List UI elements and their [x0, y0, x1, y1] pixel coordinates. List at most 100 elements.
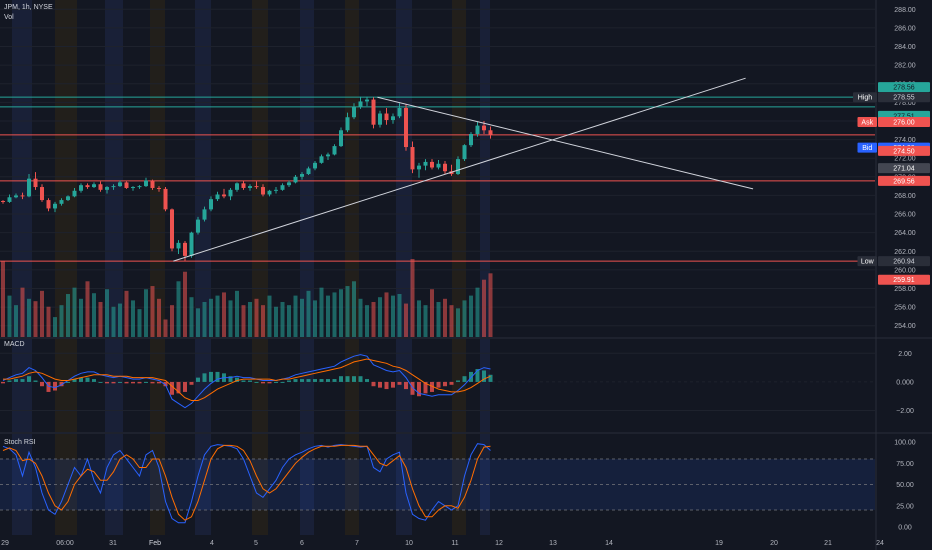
candle-body [475, 125, 480, 134]
volume-bar [488, 273, 493, 337]
volume-bar [449, 305, 454, 337]
macd-histogram-bar [144, 381, 148, 383]
volume-bar [319, 287, 324, 337]
macd-histogram-bar [293, 379, 298, 382]
candle-body [332, 146, 337, 155]
macd-histogram-bar [66, 381, 70, 383]
candle-body [313, 162, 317, 169]
volume-bar [7, 295, 12, 337]
candle-body [196, 219, 200, 233]
macd-histogram-bar [163, 381, 168, 387]
time-tick-label: 6 [300, 540, 304, 547]
volume-bar [189, 297, 194, 337]
candle-body [261, 187, 265, 195]
price-label: 278.56 [893, 85, 915, 92]
volume-bar [300, 298, 304, 337]
volume-bar [404, 303, 408, 337]
macd-histogram-bar [365, 379, 369, 382]
macd-histogram-bar [391, 381, 395, 388]
volume-bar [92, 293, 96, 337]
macd-histogram-bar [371, 381, 376, 387]
volume-bar [384, 292, 389, 337]
volume-bar [150, 286, 155, 337]
volume-bar [475, 287, 480, 337]
macd-histogram-bar [378, 381, 382, 388]
candle-body [46, 200, 51, 209]
volume-label: Vol [4, 14, 14, 21]
session-band [396, 0, 412, 337]
candle-body [85, 185, 90, 188]
macd-histogram-bar [72, 379, 77, 382]
price-tick-label: 262.00 [894, 249, 916, 256]
candle-body [20, 195, 25, 197]
macd-signal-line [3, 358, 491, 401]
macd-histogram-bar [254, 381, 259, 383]
stoch-tick-label: 75.00 [896, 461, 914, 468]
candle-body [157, 187, 161, 189]
volume-bar [306, 290, 311, 337]
time-tick-label: 14 [605, 540, 613, 547]
volume-bar [280, 301, 285, 337]
time-tick-label: 5 [254, 540, 258, 547]
macd-histogram-bar [189, 381, 194, 385]
macd-histogram-bar [274, 381, 278, 383]
candle-body [267, 190, 272, 195]
price-tag-box [857, 116, 877, 127]
volume-bar [14, 305, 18, 337]
macd-histogram-bar [53, 381, 57, 391]
macd-histogram-bar [384, 381, 389, 390]
time-tick-label: 10 [405, 540, 413, 547]
session-band [345, 339, 359, 432]
candle-body [111, 186, 116, 188]
macd-histogram-bar [124, 381, 129, 384]
macd-histogram-bar [313, 379, 317, 382]
candle-body [326, 154, 330, 157]
price-tick-label: 284.00 [894, 44, 916, 51]
candle-body [339, 130, 343, 147]
candle-body [371, 99, 376, 125]
price-label: 271.04 [893, 166, 915, 173]
volume-bar [72, 287, 77, 337]
time-tick-label: 4 [210, 540, 214, 547]
time-tick-label: 06:00 [56, 540, 74, 547]
volume-bar [46, 306, 51, 337]
candle-body [345, 117, 350, 131]
macd-histogram-bar [46, 381, 51, 392]
price-tick-label: 282.00 [894, 63, 916, 70]
price-label: 274.50 [893, 148, 915, 155]
candle-body [378, 113, 382, 125]
price-tick-label: 266.00 [894, 212, 916, 219]
candle-body [137, 186, 142, 188]
trendline [173, 77, 746, 262]
candle-body [66, 196, 70, 201]
macd-histogram-bar [462, 376, 467, 382]
price-tag: High [858, 95, 873, 102]
volume-bar [391, 295, 395, 337]
session-band [105, 339, 123, 432]
volume-bar [261, 305, 265, 337]
price-tick-label: 256.00 [894, 305, 916, 312]
price-label: 278.55 [893, 95, 915, 102]
price-tick-label: 254.00 [894, 323, 916, 330]
macd-histogram-bar [267, 381, 272, 384]
volume-bar [124, 290, 129, 337]
candle-body [358, 101, 363, 108]
candle-body [287, 182, 291, 186]
candle-body [72, 190, 77, 197]
macd-histogram-bar [456, 380, 460, 382]
candle-body [423, 161, 428, 166]
macd-histogram-bar [306, 379, 311, 382]
candle-body [352, 107, 356, 118]
candle-body [293, 176, 298, 183]
volume-bar [293, 295, 298, 337]
macd-histogram-bar [92, 379, 96, 382]
time-tick-label: 21 [824, 540, 832, 547]
volume-bar [1, 261, 5, 337]
stoch-rsi-label: Stoch RSI [4, 439, 36, 446]
macd-histogram-bar [105, 381, 109, 384]
volume-bar [79, 298, 83, 337]
macd-histogram-bar [98, 381, 103, 383]
volume-bar [365, 305, 369, 337]
candle-body [280, 185, 285, 190]
